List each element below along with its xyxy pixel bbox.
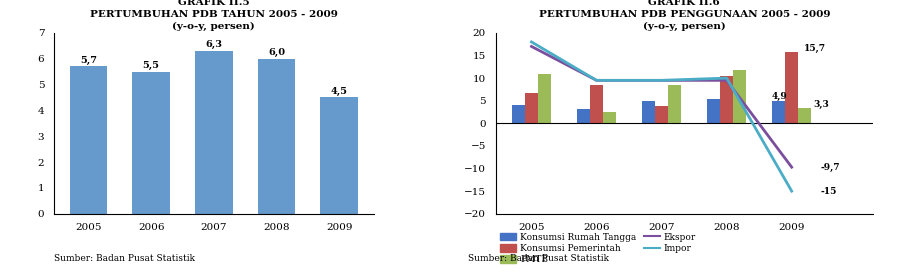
Bar bbox=[69, 67, 107, 214]
Text: 15,7: 15,7 bbox=[804, 44, 825, 53]
Bar bbox=[590, 85, 603, 123]
Bar bbox=[655, 106, 668, 123]
Text: 5,5: 5,5 bbox=[143, 61, 159, 70]
Text: 6,0: 6,0 bbox=[268, 48, 285, 57]
Bar bbox=[720, 76, 733, 123]
Bar bbox=[668, 85, 681, 123]
Bar bbox=[320, 98, 358, 214]
Bar bbox=[785, 52, 798, 123]
Text: Sumber: Badan Pusat Statistik: Sumber: Badan Pusat Statistik bbox=[468, 254, 609, 263]
Text: 6,3: 6,3 bbox=[205, 40, 222, 49]
Bar bbox=[734, 70, 746, 123]
Bar bbox=[132, 72, 170, 214]
Bar bbox=[195, 51, 233, 214]
Bar bbox=[538, 74, 551, 123]
Bar bbox=[642, 101, 655, 123]
Text: 5,7: 5,7 bbox=[80, 56, 97, 65]
Bar bbox=[525, 93, 538, 123]
Text: Sumber: Badan Pusat Statistik: Sumber: Badan Pusat Statistik bbox=[54, 254, 195, 263]
Bar bbox=[798, 109, 811, 123]
Legend: Konsumsi Rumah Tangga, Konsumsi Pemerintah, PMTB, Ekspor, Impor: Konsumsi Rumah Tangga, Konsumsi Pemerint… bbox=[500, 233, 696, 264]
Text: -9,7: -9,7 bbox=[821, 163, 841, 172]
Bar bbox=[707, 99, 720, 123]
Title: GRAFIK II.6
PERTUMBUHAN PDB PENGGUNAAN 2005 - 2009
(y-o-y, persen): GRAFIK II.6 PERTUMBUHAN PDB PENGGUNAAN 2… bbox=[538, 0, 830, 31]
Text: -15: -15 bbox=[821, 187, 837, 196]
Bar bbox=[512, 105, 525, 123]
Bar bbox=[257, 59, 295, 214]
Bar bbox=[603, 112, 616, 123]
Text: 3,3: 3,3 bbox=[814, 99, 830, 109]
Text: 4,5: 4,5 bbox=[331, 87, 347, 96]
Bar bbox=[772, 101, 785, 123]
Title: GRAFIK II.5
PERTUMBUHAN PDB TAHUN 2005 - 2009
(y-o-y, persen): GRAFIK II.5 PERTUMBUHAN PDB TAHUN 2005 -… bbox=[90, 0, 338, 31]
Text: 4,9: 4,9 bbox=[772, 92, 788, 101]
Bar bbox=[577, 109, 590, 123]
